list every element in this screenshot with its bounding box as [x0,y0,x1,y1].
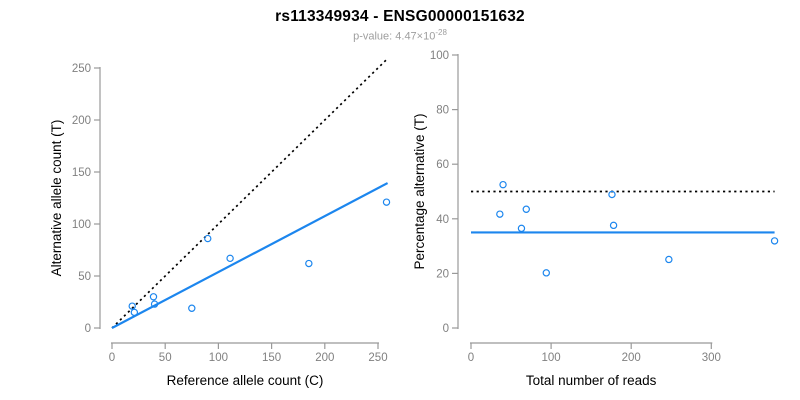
data-point [382,198,391,206]
x-tick-label: 200 [315,352,334,364]
y-tick-label: 0 [443,323,449,335]
data-point [305,259,313,268]
data-point [130,308,139,317]
x-tick-label: 100 [542,352,561,364]
x-tick-label: 150 [262,352,281,364]
y-tick-label: 200 [72,115,91,127]
x-tick-label: 0 [109,352,115,364]
figure-subtitle: p-value: 4.47×10-28 [0,28,800,43]
data-point [496,210,504,218]
y-tick-label: 0 [85,323,91,335]
pvalue-exponent: -28 [435,28,447,37]
y-tick-label: 250 [72,63,91,75]
data-point [770,237,779,245]
y-axis-title: Percentage alternative (T) [412,113,427,269]
x-tick-label: 0 [468,352,474,364]
y-tick-label: 50 [78,271,91,283]
data-point [608,190,616,199]
data-point [204,234,212,243]
y-tick-label: 40 [436,214,449,226]
data-point [128,302,136,310]
y-axis-title: Alternative allele count (T) [49,120,64,277]
chart-percentage-vs-reads: 0 100 200 300 0 20 40 60 80 100 Total number of re… [412,50,779,388]
data-point [609,221,618,230]
y-tick-label: 150 [72,167,91,179]
x-tick-label: 100 [209,352,228,364]
x-tick-label: 300 [702,352,721,364]
y-tick-label: 60 [436,159,449,171]
data-point [188,304,196,312]
y-tick-label: 100 [72,219,91,231]
chart-allele-counts: 0 50 100 150 200 250 0 50 100 150 200 250 Reference … [49,58,391,388]
data-point [499,180,507,189]
y-tick-label: 100 [430,50,449,62]
data-point [149,293,158,301]
data-point [517,224,526,233]
figure-title: rs113349934 - ENSG00000151632 [275,8,525,25]
x-tick-label: 50 [159,352,172,364]
x-tick-label: 200 [622,352,641,364]
data-point [542,269,550,277]
data-point [665,255,673,264]
x-axis-title: Total number of reads [526,373,657,388]
x-tick-label: 250 [368,352,387,364]
data-point [522,205,530,213]
identity-line [111,58,389,329]
y-tick-label: 20 [436,268,449,280]
pvalue-text: p-value: 4.47×10 [353,30,436,43]
figure-header: rs113349934 - ENSG00000151632 p-value: 4… [0,0,800,43]
data-point [226,254,234,263]
data-point [150,300,159,308]
y-tick-label: 80 [436,105,449,117]
x-axis-title: Reference allele count (C) [167,373,324,388]
